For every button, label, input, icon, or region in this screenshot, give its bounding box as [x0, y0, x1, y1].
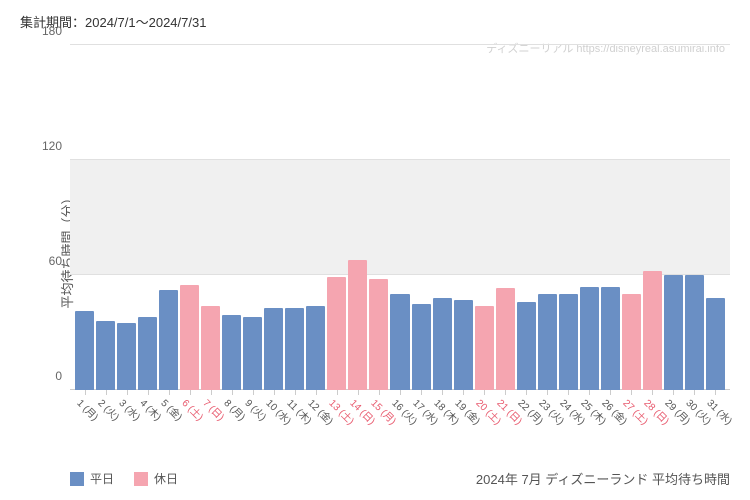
bar [601, 287, 620, 391]
plot-area: 060120180 [70, 45, 730, 390]
x-tick-label: 12 (金) [306, 395, 325, 450]
bar [306, 306, 325, 390]
bar [538, 294, 557, 390]
tick-mark [484, 390, 485, 395]
legend-weekday-label: 平日 [90, 470, 114, 487]
bars-group [70, 45, 730, 390]
x-tick-label: 10 (水) [264, 395, 283, 450]
x-tick-label: 31 (水) [706, 395, 725, 450]
y-tick-label: 0 [55, 369, 70, 383]
bar [559, 294, 578, 390]
legend: 平日 休日 [70, 470, 178, 487]
bar [369, 279, 388, 390]
x-tick-label: 19 (金) [454, 395, 473, 450]
legend-weekday: 平日 [70, 470, 114, 487]
chart-container: 集計期間：2024/7/1～2024/7/31 ディズニーリアル https:/… [0, 0, 750, 500]
x-tick-label: 14 (日) [348, 395, 367, 450]
bar [138, 317, 157, 390]
bar [96, 321, 115, 390]
x-tick-label: 13 (土) [327, 395, 346, 450]
x-tick-label: 16 (火) [390, 395, 409, 450]
bar [243, 317, 262, 390]
bar [412, 304, 431, 390]
x-tick-label: 3 (水) [117, 395, 136, 450]
bar [75, 311, 94, 390]
bar [622, 294, 641, 390]
legend-weekday-swatch [70, 472, 84, 486]
bar [643, 271, 662, 390]
tick-mark [526, 390, 527, 395]
tick-mark [715, 390, 716, 395]
tick-mark [568, 390, 569, 395]
tick-mark [547, 390, 548, 395]
tick-mark [652, 390, 653, 395]
x-tick-label: 6 (土) [180, 395, 199, 450]
bar [517, 302, 536, 390]
x-tick-label: 17 (水) [412, 395, 431, 450]
bar [201, 306, 220, 390]
tick-mark [610, 390, 611, 395]
x-tick-label: 30 (火) [685, 395, 704, 450]
x-tick-label: 26 (金) [601, 395, 620, 450]
tick-mark [589, 390, 590, 395]
legend-holiday-swatch [134, 472, 148, 486]
chart-footer: 平日 休日 2024年 7月 ディズニーランド 平均待ち時間 [70, 469, 730, 488]
bar [496, 288, 515, 390]
x-tick-label: 24 (水) [559, 395, 578, 450]
x-tick-label: 20 (土) [475, 395, 494, 450]
bar [264, 308, 283, 390]
bar [159, 290, 178, 390]
tick-mark [631, 390, 632, 395]
y-tick-label: 60 [49, 254, 70, 268]
x-tick-label: 5 (金) [159, 395, 178, 450]
x-tick-label: 15 (月) [369, 395, 388, 450]
x-tick-label: 1 (月) [75, 395, 94, 450]
bar [222, 315, 241, 390]
x-tick-label: 11 (木) [285, 395, 304, 450]
x-tick-label: 25 (木) [580, 395, 599, 450]
bar [180, 285, 199, 390]
bar [475, 306, 494, 390]
x-tick-label: 28 (日) [643, 395, 662, 450]
x-tick-label: 8 (月) [222, 395, 241, 450]
bar [285, 308, 304, 390]
bar [685, 275, 704, 390]
bar [580, 287, 599, 391]
x-tick-label: 4 (木) [138, 395, 157, 450]
x-tick-label: 9 (火) [243, 395, 262, 450]
x-tick-label: 21 (日) [496, 395, 515, 450]
x-axis-labels: 1 (月)2 (火)3 (水)4 (木)5 (金)6 (土)7 (日)8 (月)… [70, 395, 730, 450]
tick-mark [505, 390, 506, 395]
legend-holiday: 休日 [134, 470, 178, 487]
x-tick-label: 23 (火) [538, 395, 557, 450]
x-tick-label: 2 (火) [96, 395, 115, 450]
tick-mark [694, 390, 695, 395]
legend-holiday-label: 休日 [154, 470, 178, 487]
x-tick-label: 29 (月) [664, 395, 683, 450]
bar [433, 298, 452, 390]
bar [327, 277, 346, 390]
y-tick-label: 180 [42, 24, 70, 38]
bar [390, 294, 409, 390]
bar [706, 298, 725, 390]
x-tick-label: 7 (日) [201, 395, 220, 450]
bar [454, 300, 473, 390]
bar [664, 275, 683, 390]
chart-title: 2024年 7月 ディズニーランド 平均待ち時間 [476, 469, 730, 488]
bar [348, 260, 367, 390]
tick-mark [673, 390, 674, 395]
y-tick-label: 120 [42, 139, 70, 153]
x-tick-label: 22 (月) [517, 395, 536, 450]
bar [117, 323, 136, 390]
x-tick-label: 18 (木) [433, 395, 452, 450]
x-tick-label: 27 (土) [622, 395, 641, 450]
